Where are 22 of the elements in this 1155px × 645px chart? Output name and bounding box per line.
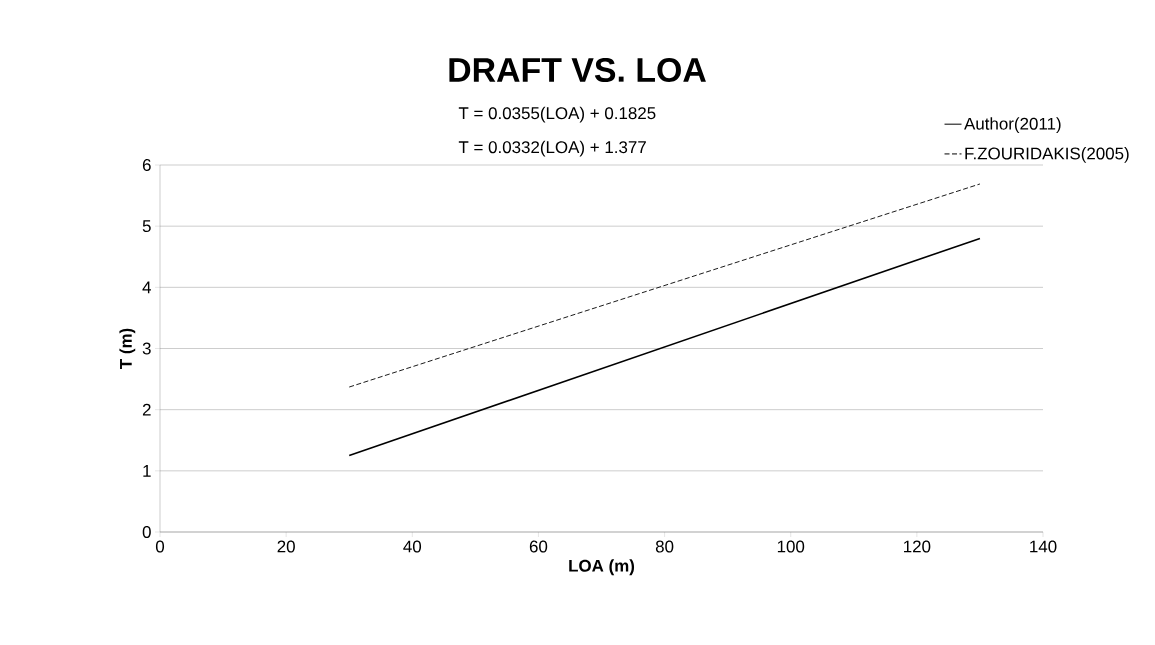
x-tick-label: 100 — [777, 540, 805, 553]
legend-label: Author(2011) — [964, 117, 1061, 134]
y-tick-label: 2 — [142, 403, 151, 416]
text: T = 0.0332(LOA) + 1.377 — [458, 140, 646, 157]
y-tick-label: 3 — [142, 342, 151, 355]
x-tick-label: 120 — [904, 540, 931, 553]
text: T = 0.0355(LOA) + 0.1825 — [458, 106, 656, 123]
legend-label: F.ZOURIDAKIS(2005) — [965, 147, 1129, 163]
y-tick-label: 6 — [142, 159, 151, 171]
x-tick-label: 60 — [529, 540, 548, 553]
x-tick-label: 40 — [403, 540, 422, 553]
chart-title: DRAFT VS. LOA — [449, 58, 706, 82]
y-axis-title: T (m) — [119, 328, 136, 370]
x-axis-title: LOA (m) — [569, 559, 635, 576]
y-tick-label: 5 — [142, 220, 151, 233]
y-tick-label: 0 — [142, 526, 151, 538]
x-tick-label: 80 — [655, 540, 674, 553]
y-tick-label: 1 — [143, 465, 151, 477]
x-tick-label: 140 — [1030, 540, 1057, 553]
y-tick-label: 4 — [142, 281, 151, 294]
x-tick-label: 0 — [155, 540, 165, 553]
x-tick-label: 20 — [277, 540, 295, 553]
